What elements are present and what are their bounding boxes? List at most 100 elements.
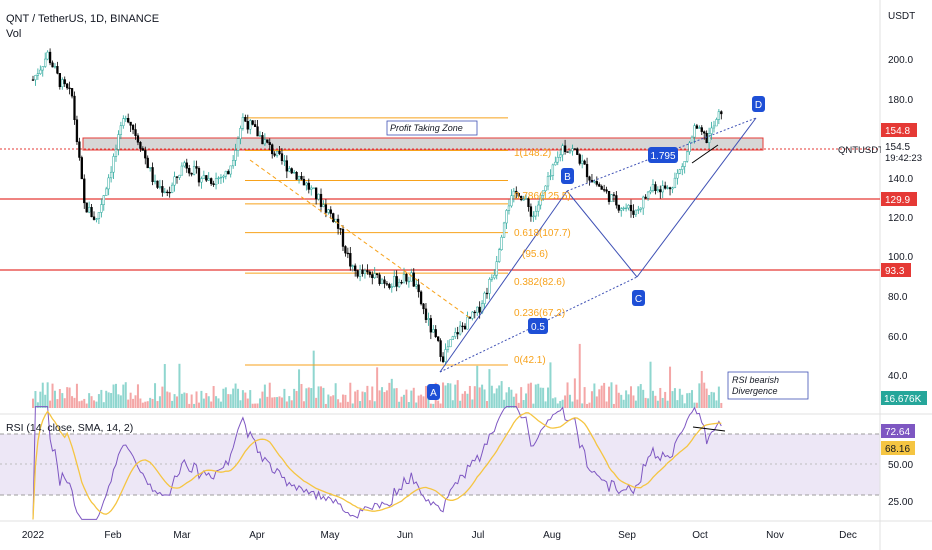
price-tick-60: 60.0 [888,332,908,343]
candle-body [683,161,686,167]
volume-bar [171,400,174,408]
volume-bar [642,389,645,408]
candle-body [161,186,164,193]
ratio-05-badge [528,318,548,334]
volume-bar [681,394,684,408]
candle-body [512,190,515,196]
volume-bar [656,400,659,408]
volume-bar [341,394,344,408]
candle-body [234,150,237,161]
candle-body [319,193,323,207]
volume-bar [51,383,54,408]
volume-bar [180,393,183,408]
volume-bar [61,393,64,408]
volume-bar [590,391,593,408]
volume-bar [710,391,713,408]
candle-body [673,177,677,189]
volume-bar [185,393,188,408]
volume-bar [605,401,608,408]
candle-body [566,151,569,153]
time-tick-may: May [321,530,340,541]
volume-bar [476,365,479,408]
fib-label-0618: 0.618(107.7) [514,228,571,239]
volume-bar [368,400,371,408]
volume-bar [522,400,525,408]
candle-body [441,356,445,362]
volume-bar [415,402,418,408]
volume-bar [215,396,218,408]
volume-bar [349,382,352,408]
volume-bar [283,388,286,408]
fibonacci-levels [245,117,508,366]
candle-body [339,228,342,230]
candle-body [36,73,40,76]
candle-body [573,148,577,150]
candle-body [153,180,157,183]
volume-bar [276,397,279,408]
volume-bar [163,364,166,408]
volume-bar [114,383,117,408]
volume-bar [88,393,91,408]
volume-bar [507,387,510,408]
volume-bar [515,393,518,408]
time-tick-jun: Jun [397,530,413,541]
candle-body [422,303,425,310]
volume-bar [93,400,96,408]
candle-body [402,273,406,284]
volume-bar [197,402,200,408]
volume-bar [344,394,347,408]
rsi-tick-25: 25.00 [888,497,913,508]
volume-bar [410,390,413,408]
volume-bar [205,393,208,408]
volume-bar [666,400,669,408]
profit-zone-label-box [386,120,478,136]
candle-body [720,111,723,115]
volume-bar [337,399,340,408]
badge-93.3 [881,263,911,277]
candle-body [224,171,227,177]
volume-bar [315,397,318,408]
candle-body [495,261,498,276]
candle-body [471,311,474,319]
candle-body [605,189,608,192]
candle-body [53,66,57,68]
candle-body [95,218,98,220]
candle-body [458,325,462,335]
candle-body [236,138,240,151]
candle-body [100,204,103,213]
ratio-05-label: 0.5 [531,322,545,333]
candle-body [449,339,452,348]
candle-body [114,149,118,157]
volume-bar [568,394,571,408]
point-a-badge [427,384,440,400]
volume-bar [459,400,462,408]
candle-body [261,135,264,145]
candle-body [231,160,235,167]
volume-bar [629,386,632,408]
candle-body [112,156,115,173]
volume-bar [449,383,452,408]
volume-bar [495,388,498,408]
volume-bars [32,343,723,408]
badge-154.8 [881,123,917,137]
time-tick-mar: Mar [173,530,191,541]
volume-bar [66,387,69,408]
candle-body [598,184,601,187]
volume-bar [493,393,496,408]
volume-bar [473,386,476,408]
candle-body [437,336,440,341]
candle-body [212,183,215,185]
candle-body [690,136,694,144]
volume-bar [712,392,715,408]
point-d-badge [752,96,765,112]
volume-bar [503,399,506,408]
rsi-pane [32,406,726,520]
candle-body [551,164,555,176]
candle-body [644,196,647,199]
candle-body [678,169,681,174]
volume-bar [251,403,254,408]
candle-body [332,213,335,222]
candle-body [378,274,381,285]
volume-bar [112,384,115,408]
